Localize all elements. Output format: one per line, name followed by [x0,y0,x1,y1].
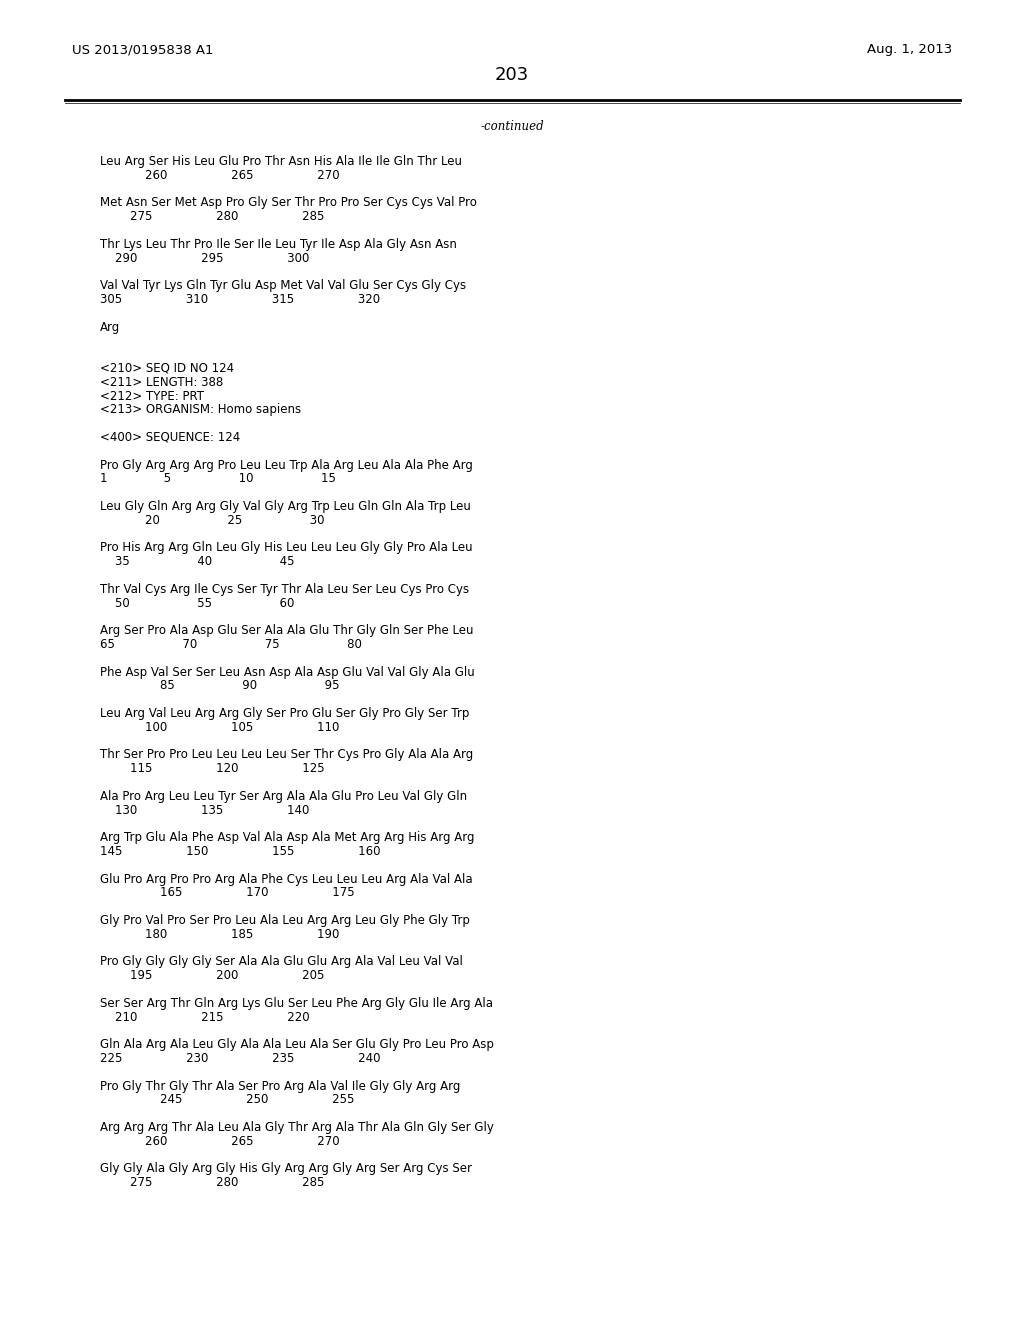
Text: Leu Arg Val Leu Arg Arg Gly Ser Pro Glu Ser Gly Pro Gly Ser Trp: Leu Arg Val Leu Arg Arg Gly Ser Pro Glu … [100,708,469,719]
Text: 85                  90                  95: 85 90 95 [100,680,340,693]
Text: Aug. 1, 2013: Aug. 1, 2013 [866,44,952,57]
Text: Arg: Arg [100,321,120,334]
Text: 195                 200                 205: 195 200 205 [100,969,325,982]
Text: Pro Gly Gly Gly Gly Ser Ala Ala Glu Glu Arg Ala Val Leu Val Val: Pro Gly Gly Gly Gly Ser Ala Ala Glu Glu … [100,956,463,969]
Text: 100                 105                 110: 100 105 110 [100,721,339,734]
Text: Leu Arg Ser His Leu Glu Pro Thr Asn His Ala Ile Ile Gln Thr Leu: Leu Arg Ser His Leu Glu Pro Thr Asn His … [100,154,462,168]
Text: 203: 203 [495,66,529,84]
Text: 35                  40                  45: 35 40 45 [100,556,295,568]
Text: 20                  25                  30: 20 25 30 [100,513,325,527]
Text: Phe Asp Val Ser Ser Leu Asn Asp Ala Asp Glu Val Val Gly Ala Glu: Phe Asp Val Ser Ser Leu Asn Asp Ala Asp … [100,665,475,678]
Text: Gly Gly Ala Gly Arg Gly His Gly Arg Arg Gly Arg Ser Arg Cys Ser: Gly Gly Ala Gly Arg Gly His Gly Arg Arg … [100,1163,472,1175]
Text: 275                 280                 285: 275 280 285 [100,1176,325,1189]
Text: Thr Val Cys Arg Ile Cys Ser Tyr Thr Ala Leu Ser Leu Cys Pro Cys: Thr Val Cys Arg Ile Cys Ser Tyr Thr Ala … [100,583,469,595]
Text: 290                 295                 300: 290 295 300 [100,252,309,264]
Text: Arg Ser Pro Ala Asp Glu Ser Ala Ala Glu Thr Gly Gln Ser Phe Leu: Arg Ser Pro Ala Asp Glu Ser Ala Ala Glu … [100,624,473,638]
Text: <213> ORGANISM: Homo sapiens: <213> ORGANISM: Homo sapiens [100,404,301,416]
Text: US 2013/0195838 A1: US 2013/0195838 A1 [72,44,213,57]
Text: <400> SEQUENCE: 124: <400> SEQUENCE: 124 [100,432,241,444]
Text: 210                 215                 220: 210 215 220 [100,1011,309,1023]
Text: 225                 230                 235                 240: 225 230 235 240 [100,1052,381,1065]
Text: 130                 135                 140: 130 135 140 [100,804,309,817]
Text: Gly Pro Val Pro Ser Pro Leu Ala Leu Arg Arg Leu Gly Phe Gly Trp: Gly Pro Val Pro Ser Pro Leu Ala Leu Arg … [100,913,470,927]
Text: Pro Gly Arg Arg Arg Pro Leu Leu Trp Ala Arg Leu Ala Ala Phe Arg: Pro Gly Arg Arg Arg Pro Leu Leu Trp Ala … [100,458,473,471]
Text: <211> LENGTH: 388: <211> LENGTH: 388 [100,376,223,389]
Text: Ser Ser Arg Thr Gln Arg Lys Glu Ser Leu Phe Arg Gly Glu Ile Arg Ala: Ser Ser Arg Thr Gln Arg Lys Glu Ser Leu … [100,997,493,1010]
Text: 1               5                  10                  15: 1 5 10 15 [100,473,336,486]
Text: 50                  55                  60: 50 55 60 [100,597,294,610]
Text: Leu Gly Gln Arg Arg Gly Val Gly Arg Trp Leu Gln Gln Ala Trp Leu: Leu Gly Gln Arg Arg Gly Val Gly Arg Trp … [100,500,471,513]
Text: 65                  70                  75                  80: 65 70 75 80 [100,638,361,651]
Text: 260                 265                 270: 260 265 270 [100,169,340,182]
Text: Arg Arg Arg Thr Ala Leu Ala Gly Thr Arg Ala Thr Ala Gln Gly Ser Gly: Arg Arg Arg Thr Ala Leu Ala Gly Thr Arg … [100,1121,494,1134]
Text: 260                 265                 270: 260 265 270 [100,1135,340,1148]
Text: <212> TYPE: PRT: <212> TYPE: PRT [100,389,204,403]
Text: Glu Pro Arg Pro Pro Arg Ala Phe Cys Leu Leu Leu Arg Ala Val Ala: Glu Pro Arg Pro Pro Arg Ala Phe Cys Leu … [100,873,473,886]
Text: <210> SEQ ID NO 124: <210> SEQ ID NO 124 [100,362,234,375]
Text: Gln Ala Arg Ala Leu Gly Ala Ala Leu Ala Ser Glu Gly Pro Leu Pro Asp: Gln Ala Arg Ala Leu Gly Ala Ala Leu Ala … [100,1039,494,1051]
Text: Met Asn Ser Met Asp Pro Gly Ser Thr Pro Pro Ser Cys Cys Val Pro: Met Asn Ser Met Asp Pro Gly Ser Thr Pro … [100,197,477,210]
Text: Pro His Arg Arg Gln Leu Gly His Leu Leu Leu Gly Gly Pro Ala Leu: Pro His Arg Arg Gln Leu Gly His Leu Leu … [100,541,473,554]
Text: 115                 120                 125: 115 120 125 [100,762,325,775]
Text: 305                 310                 315                 320: 305 310 315 320 [100,293,380,306]
Text: Pro Gly Thr Gly Thr Ala Ser Pro Arg Ala Val Ile Gly Gly Arg Arg: Pro Gly Thr Gly Thr Ala Ser Pro Arg Ala … [100,1080,461,1093]
Text: Arg Trp Glu Ala Phe Asp Val Ala Asp Ala Met Arg Arg His Arg Arg: Arg Trp Glu Ala Phe Asp Val Ala Asp Ala … [100,832,474,845]
Text: 275                 280                 285: 275 280 285 [100,210,325,223]
Text: Ala Pro Arg Leu Leu Tyr Ser Arg Ala Ala Glu Pro Leu Val Gly Gln: Ala Pro Arg Leu Leu Tyr Ser Arg Ala Ala … [100,789,467,803]
Text: -continued: -continued [480,120,544,133]
Text: Thr Lys Leu Thr Pro Ile Ser Ile Leu Tyr Ile Asp Ala Gly Asn Asn: Thr Lys Leu Thr Pro Ile Ser Ile Leu Tyr … [100,238,457,251]
Text: Val Val Tyr Lys Gln Tyr Glu Asp Met Val Val Glu Ser Cys Gly Cys: Val Val Tyr Lys Gln Tyr Glu Asp Met Val … [100,280,466,292]
Text: 145                 150                 155                 160: 145 150 155 160 [100,845,381,858]
Text: 245                 250                 255: 245 250 255 [100,1093,354,1106]
Text: 165                 170                 175: 165 170 175 [100,887,354,899]
Text: Thr Ser Pro Pro Leu Leu Leu Leu Ser Thr Cys Pro Gly Ala Ala Arg: Thr Ser Pro Pro Leu Leu Leu Leu Ser Thr … [100,748,473,762]
Text: 180                 185                 190: 180 185 190 [100,928,339,941]
